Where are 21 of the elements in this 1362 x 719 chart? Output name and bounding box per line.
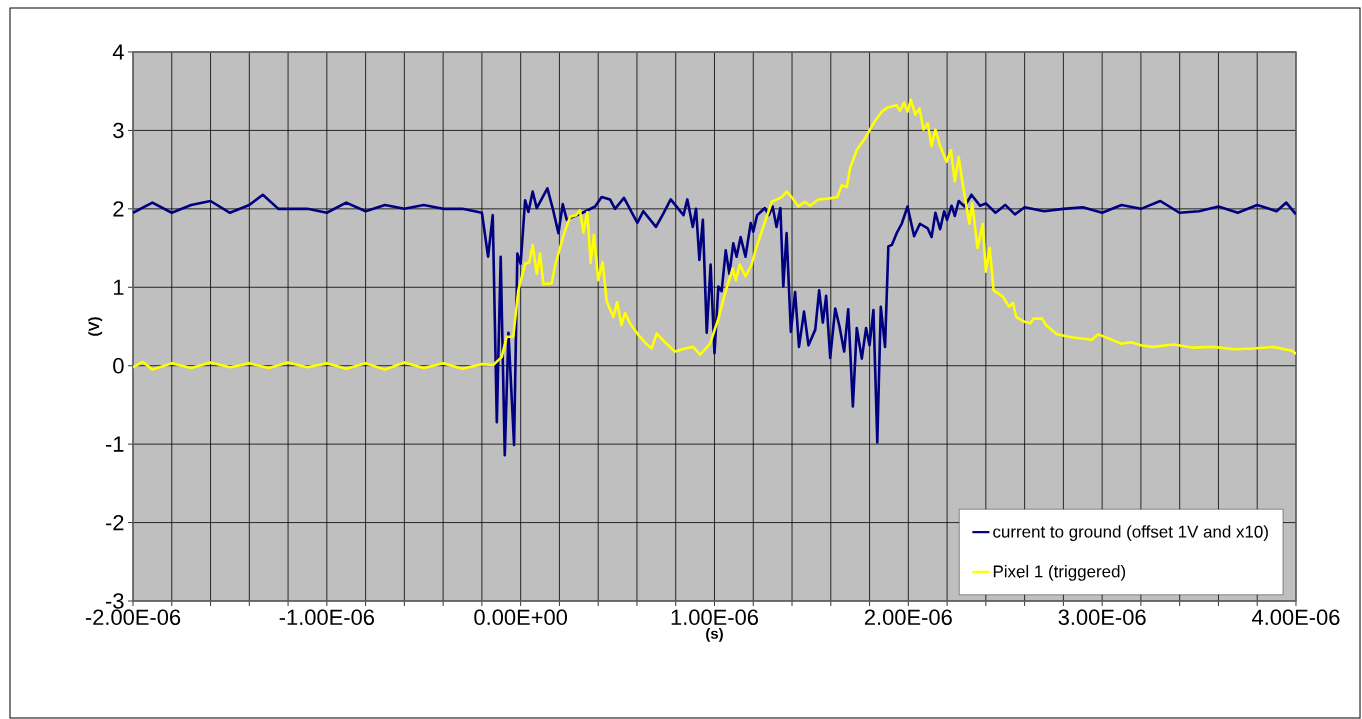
y-tick-label: -3 [105,593,124,609]
legend-label: Pixel 1 (triggered) [993,565,1126,581]
x-tick-label: 4.00E-06 [1251,609,1340,626]
x-tick-label: 0.00E+00 [474,609,568,626]
x-tick-label: -1.00E-06 [279,609,374,626]
x-tick-label: 3.00E-06 [1058,609,1146,626]
y-tick-label: 1 [113,279,124,295]
y-tick-label: 4 [112,44,124,60]
x-tick-label: 1.00E-06 [671,609,758,626]
y-tick-label: -2 [105,514,124,531]
legend-label: current to ground (offset 1V and x10) [993,525,1268,542]
y-tick-label: 0 [113,357,124,374]
y-tick-label: -1 [105,436,124,452]
line-series [133,187,1296,457]
y-tick-label: 3 [113,122,124,139]
x-axis-title: (s) [706,627,723,642]
y-axis-title: (V) [88,317,103,336]
line-series [133,98,1296,371]
y-tick-label: 2 [113,201,124,217]
x-tick-label: -2.00E-06 [85,609,181,626]
x-tick-label: 2.00E-06 [864,609,952,626]
